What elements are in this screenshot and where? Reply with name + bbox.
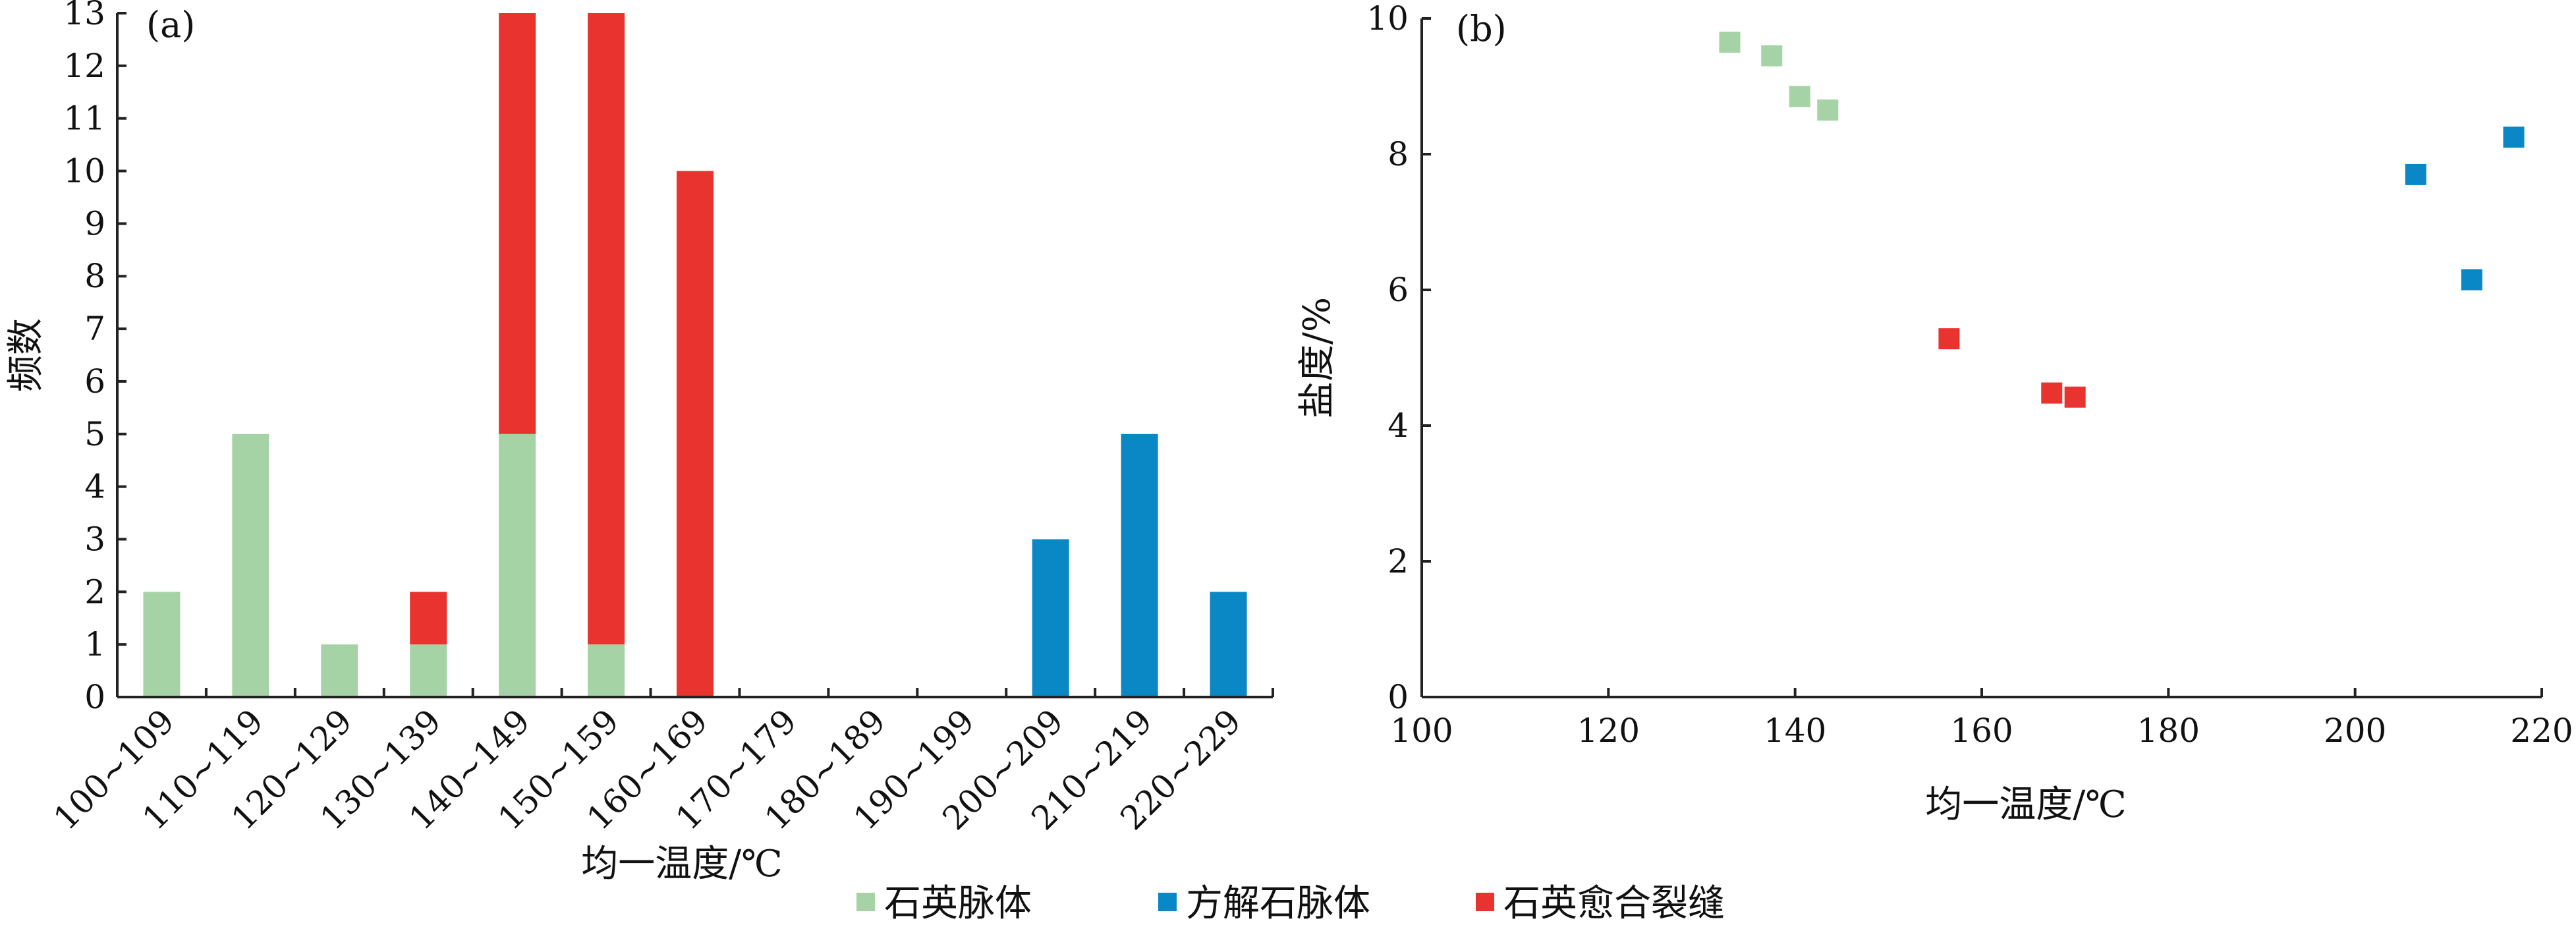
scatter-y-tick-label: 8 [1387, 135, 1409, 173]
scatter-points [1719, 32, 2525, 408]
scatter-x-tick-label: 200 [2324, 712, 2386, 750]
scatter-point-series-1-1 [2461, 269, 2482, 291]
legend-swatch-calcite-vein [1158, 893, 1177, 911]
scatter-point-series-2-0 [1938, 328, 1960, 350]
bar-200~209-series-1 [1032, 539, 1069, 697]
scatter-y-tick-label: 4 [1387, 406, 1409, 445]
bar-150~159-series-0 [588, 644, 625, 697]
histogram-x-axis-title: 均一温度/℃ [581, 843, 783, 885]
histogram-y-tick-label: 2 [84, 573, 105, 611]
legend-label-quartz-healed-fracture: 石英愈合裂缝 [1503, 882, 1725, 925]
bar-100~109-series-0 [143, 592, 181, 697]
scatter-y-tick-label: 0 [1387, 678, 1409, 716]
histogram-x-ticks: 100~109110~119120~129130~139140~149150~1… [46, 688, 1274, 837]
bar-160~169-series-2 [677, 171, 714, 697]
scatter-x-tick-label: 160 [1950, 712, 2013, 750]
scatter-y-tick-label: 2 [1387, 542, 1409, 580]
histogram-y-tick-label: 12 [63, 47, 105, 85]
legend-item-calcite-vein: 方解石脉体 [1158, 882, 1370, 925]
histogram-bars [143, 13, 1247, 697]
bar-110~119-series-0 [232, 434, 269, 697]
scatter-x-tick-label: 120 [1577, 712, 1640, 750]
histogram-y-tick-label: 3 [84, 520, 105, 558]
histogram-y-tick-label: 10 [63, 152, 105, 190]
histogram-y-tick-label: 9 [84, 204, 105, 242]
panel-b-tag: (b) [1456, 8, 1507, 49]
legend-swatch-quartz-vein [856, 893, 875, 911]
scatter-point-series-0-2 [1789, 86, 1810, 107]
scatter-point-series-1-2 [2503, 126, 2525, 148]
bar-120~129-series-0 [321, 644, 358, 697]
histogram-y-tick-label: 8 [84, 257, 105, 295]
scatter-x-axis-title: 均一温度/℃ [1925, 783, 2127, 826]
scatter-point-series-0-0 [1719, 32, 1741, 53]
panel-a-tag: (a) [146, 4, 195, 45]
legend-item-quartz-healed-fracture: 石英愈合裂缝 [1476, 882, 1725, 925]
bar-130~139-series-2 [410, 592, 447, 645]
scatter-point-series-1-0 [2405, 163, 2426, 185]
bar-130~139-series-0 [410, 644, 447, 697]
scatter-y-tick-label: 6 [1387, 271, 1409, 309]
histogram-y-tick-label: 11 [63, 99, 105, 138]
histogram-y-tick-label: 4 [84, 468, 105, 506]
bar-150~159-series-2 [588, 13, 625, 645]
scatter-x-tick-label: 180 [2137, 712, 2200, 750]
legend: 石英脉体 方解石脉体 石英愈合裂缝 [856, 882, 1725, 925]
histogram-y-tick-label: 5 [84, 415, 105, 453]
scatter-x-ticks: 100 120 140 160 180 200 220 [1390, 688, 2573, 750]
scatter-point-series-0-1 [1761, 45, 1783, 67]
bar-140~149-series-2 [499, 13, 536, 434]
scatter-x-tick-label: 100 [1390, 712, 1453, 750]
bar-140~149-series-0 [499, 434, 536, 697]
scatter-x-tick-label: 220 [2510, 712, 2573, 750]
histogram-y-axis-title: 频数 [5, 318, 47, 392]
histogram-y-tick-label: 0 [84, 678, 105, 716]
histogram-y-tick-label: 1 [84, 625, 105, 663]
histogram-y-tick-label: 7 [84, 310, 105, 348]
histogram-y-tick-label: 6 [84, 362, 105, 401]
scatter-point-series-2-1 [2041, 382, 2063, 404]
bar-220~229-series-1 [1210, 592, 1247, 697]
legend-label-quartz-vein: 石英脉体 [884, 882, 1032, 925]
legend-item-quartz-vein: 石英脉体 [856, 882, 1032, 925]
scatter-point-series-0-3 [1817, 99, 1839, 121]
legend-label-calcite-vein: 方解石脉体 [1186, 882, 1370, 925]
scatter-y-axis-title: 盐度/% [1296, 297, 1339, 418]
histogram-y-tick-label: 13 [63, 0, 105, 32]
scatter-y-tick-label: 10 [1366, 0, 1409, 38]
scatter-panel: (b) 0 2 4 6 8 10 100 120 140 160 180 200 220 盐度/% 均… [1296, 0, 2573, 826]
bar-210~219-series-1 [1121, 434, 1158, 697]
legend-swatch-quartz-healed-fracture [1476, 893, 1494, 911]
scatter-y-ticks: 0 2 4 6 8 10 [1366, 0, 1431, 716]
scatter-point-series-2-2 [2064, 386, 2086, 408]
scatter-x-tick-label: 140 [1764, 712, 1826, 750]
